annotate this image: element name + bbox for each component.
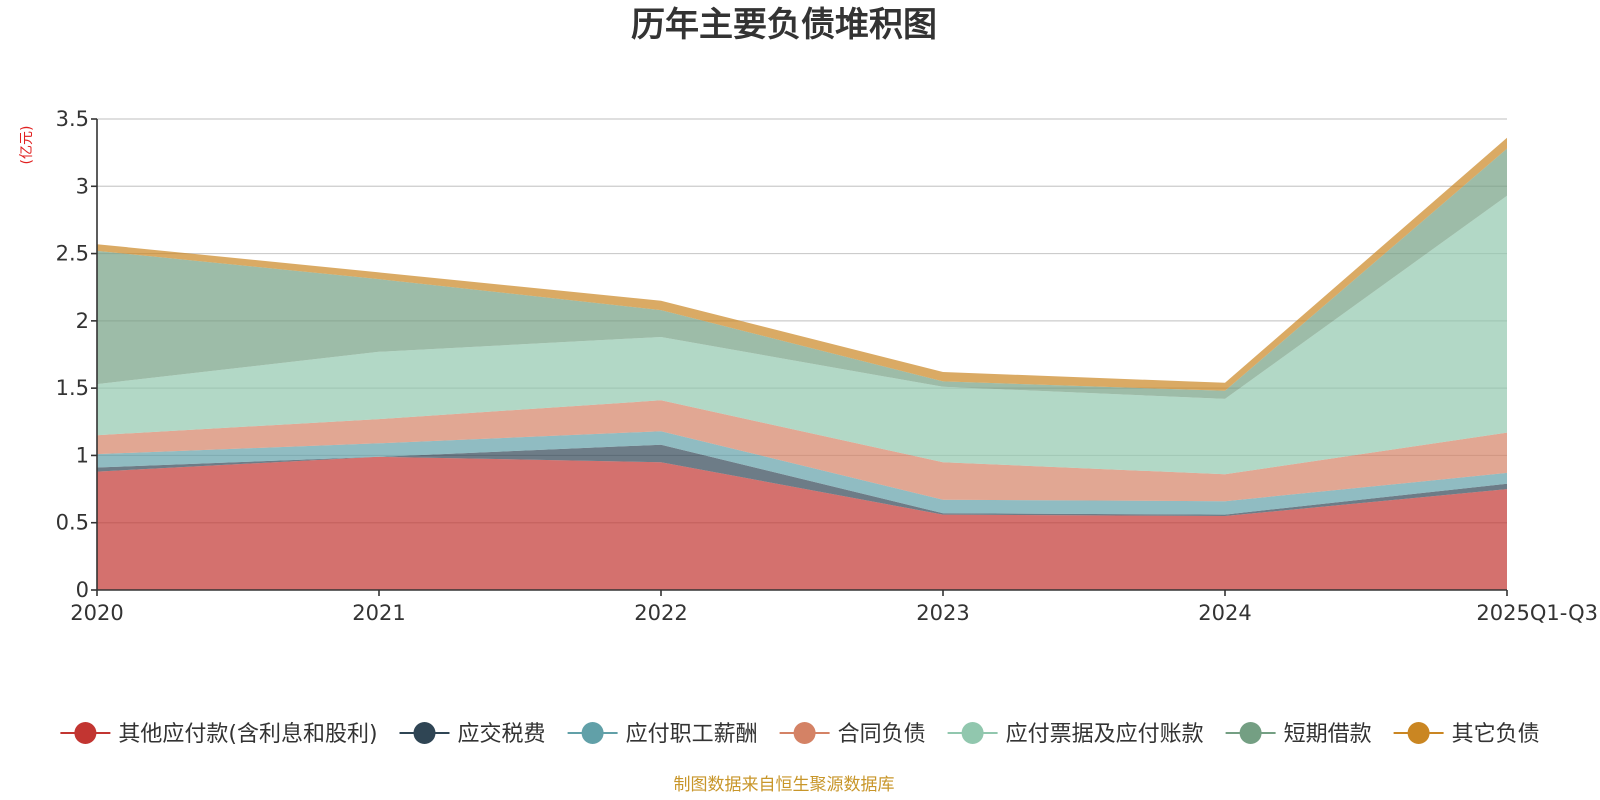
legend-item-0[interactable]: 其他应付款(含利息和股利)	[60, 722, 378, 747]
legend-item-6[interactable]: 其它负债	[1393, 722, 1540, 747]
data-source-note: 制图数据来自恒生聚源数据库	[674, 775, 895, 795]
y-tick-label: 2	[76, 309, 89, 333]
legend-label: 短期借款	[1284, 722, 1372, 747]
legend-label: 合同负债	[838, 722, 926, 747]
series-area-6[interactable]	[97, 137, 1507, 391]
legend-circle-icon	[74, 722, 97, 744]
legend-circle-icon	[793, 722, 816, 744]
legend-circle-icon	[961, 722, 984, 744]
y-tick-label: 1.5	[56, 376, 89, 400]
x-tick-label: 2021	[352, 601, 405, 625]
y-tick-label: 3	[76, 174, 89, 198]
y-tick-label: 0.5	[56, 511, 89, 535]
series-area-3[interactable]	[97, 400, 1507, 502]
x-tick-label: 2022	[634, 601, 687, 625]
x-tick-label: 2025Q1-Q3	[1476, 601, 1598, 625]
legend[interactable]: 其他应付款(含利息和股利) 应交税费 应付职工薪酬 合同负债 应付票据及应付账款 短期借款…	[60, 722, 1540, 747]
legend-item-4[interactable]: 应付票据及应付账款	[947, 722, 1204, 747]
series-area-1[interactable]	[97, 444, 1507, 516]
legend-item-1[interactable]: 应交税费	[399, 722, 546, 747]
legend-circle-icon	[1407, 722, 1430, 744]
legend-label: 应付票据及应付账款	[1006, 722, 1204, 747]
legend-circle-icon	[581, 722, 604, 744]
series-area-0[interactable]	[97, 456, 1507, 590]
legend-label: 其它负债	[1452, 722, 1540, 747]
series-area-4[interactable]	[97, 195, 1507, 475]
y-tick-label: 2.5	[56, 242, 89, 266]
y-axis-unit-label: (亿元)	[19, 126, 35, 165]
legend-circle-icon	[413, 722, 436, 744]
chart-title: 历年主要负债堆积图	[631, 5, 937, 45]
legend-label: 其他应付款(含利息和股利)	[118, 722, 377, 747]
legend-label: 应交税费	[458, 722, 546, 747]
legend-item-3[interactable]: 合同负债	[779, 722, 926, 747]
legend-label: 应付职工薪酬	[626, 722, 758, 747]
axes: 0 0.5 1 1.5 2 2.5 3 3.5 2020 2021 2022 2023 2024 2025…	[56, 107, 1598, 625]
y-tick-label: 3.5	[56, 107, 89, 131]
y-tick-label: 0	[76, 578, 89, 602]
x-tick-label: 2020	[70, 601, 123, 625]
x-tick-label: 2024	[1198, 601, 1251, 625]
series-area-5[interactable]	[97, 148, 1507, 399]
series-areas	[97, 137, 1507, 590]
x-tick-label: 2023	[916, 601, 969, 625]
y-tick-label: 1	[76, 443, 89, 467]
legend-item-2[interactable]: 应付职工薪酬	[567, 722, 758, 747]
legend-circle-icon	[1239, 722, 1262, 744]
legend-item-5[interactable]: 短期借款	[1225, 722, 1372, 747]
series-area-2[interactable]	[97, 431, 1507, 515]
